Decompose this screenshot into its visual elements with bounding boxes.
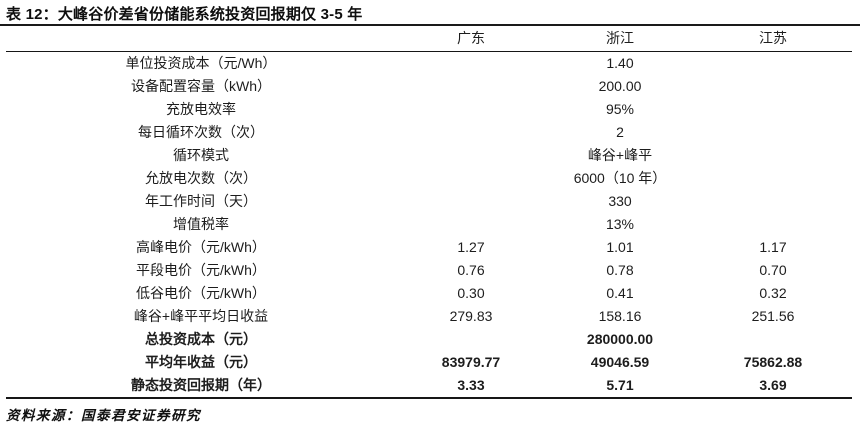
column-header-1: 浙江 [546,26,694,52]
cell-col-0 [396,167,546,190]
table-header: 广东 浙江 江苏 [6,26,852,52]
row-label: 低谷电价（元/kWh） [136,285,266,301]
cell-col-1: 280000.00 [586,331,654,347]
table-row: 每日循环次数（次） 2 [6,121,852,144]
cell-col-1: 49046.59 [590,354,650,370]
table-row: 循环模式 峰谷+峰平 [6,144,852,167]
cell-col-1: 1.01 [606,239,634,255]
cell-col-2 [694,121,852,144]
cell-col-0: 1.27 [457,239,485,255]
cell-col-1: 2 [616,124,624,140]
cell-col-1: 6000（10 年） [573,170,667,186]
cell-col-2 [694,190,852,213]
cell-col-1: 158.16 [598,308,642,324]
cell-col-1: 峰谷+峰平 [587,147,653,163]
source-note: 资料来源：国泰君安证券研究 [6,408,201,424]
cell-col-2: 0.70 [759,262,787,278]
cell-col-2 [694,52,852,76]
cell-col-0 [396,213,546,236]
cell-col-0 [396,144,546,167]
column-header-0: 广东 [396,26,546,52]
table-title: 表 12：大峰谷价差省份储能系统投资回报期仅 3-5 年 [6,6,363,23]
row-label: 循环模式 [173,147,229,163]
cell-col-2 [694,75,852,98]
row-label: 允放电次数（次） [145,170,257,186]
cell-col-0: 0.76 [457,262,485,278]
cell-col-0 [396,328,546,351]
cell-col-0 [396,75,546,98]
row-label: 总投资成本（元） [145,331,257,347]
table-row: 平段电价（元/kWh） 0.76 0.78 0.70 [6,259,852,282]
corner-cell [6,26,396,52]
row-label: 每日循环次数（次） [138,124,264,140]
cell-col-2 [694,167,852,190]
table-row: 充放电效率 95% [6,98,852,121]
table-row: 峰谷+峰平平均日收益 279.83 158.16 251.56 [6,305,852,328]
cell-col-1: 5.71 [546,374,694,399]
investment-return-table: 广东 浙江 江苏 单位投资成本（元/Wh） 1.40 设备配置容量（kWh） 200.00… [6,26,852,399]
column-header-2: 江苏 [694,26,852,52]
table-row: 高峰电价（元/kWh） 1.27 1.01 1.17 [6,236,852,259]
cell-col-2: 0.32 [759,285,787,301]
row-label: 峰谷+峰平平均日收益 [133,308,269,324]
cell-col-1: 1.40 [606,55,634,71]
cell-col-2 [694,213,852,236]
table-row: 允放电次数（次） 6000（10 年） [6,167,852,190]
cell-col-0 [396,98,546,121]
cell-col-2: 251.56 [751,308,795,324]
header-row: 广东 浙江 江苏 [6,26,852,52]
table-row: 设备配置容量（kWh） 200.00 [6,75,852,98]
cell-col-2: 3.69 [694,374,852,399]
row-label: 平均年收益（元） [145,354,257,370]
table-row: 年工作时间（天） 330 [6,190,852,213]
row-label: 静态投资回报期（年） [6,374,396,399]
table-row: 单位投资成本（元/Wh） 1.40 [6,52,852,76]
cell-col-0: 3.33 [396,374,546,399]
cell-col-1: 330 [608,193,632,209]
cell-col-2 [694,328,852,351]
cell-col-0 [396,190,546,213]
cell-col-1: 13% [605,216,635,232]
table-row: 平均年收益（元） 83979.77 49046.59 75862.88 [6,351,852,374]
row-label: 充放电效率 [166,101,236,117]
row-label: 设备配置容量（kWh） [131,78,271,94]
cell-col-0 [396,121,546,144]
table-row: 增值税率 13% [6,213,852,236]
row-label: 年工作时间（天） [145,193,257,209]
table-body: 单位投资成本（元/Wh） 1.40 设备配置容量（kWh） 200.00 充放电效率 95… [6,52,852,399]
cell-col-1: 0.78 [606,262,634,278]
table-row: 低谷电价（元/kWh） 0.30 0.41 0.32 [6,282,852,305]
cell-col-2: 1.17 [759,239,787,255]
table-row: 总投资成本（元） 280000.00 [6,328,852,351]
row-label: 单位投资成本（元/Wh） [125,55,277,71]
cell-col-0: 0.30 [457,285,485,301]
cell-col-0: 83979.77 [441,354,501,370]
cell-col-0 [396,52,546,76]
cell-col-2 [694,98,852,121]
row-label: 增值税率 [173,216,229,232]
table-row: 静态投资回报期（年） 3.33 5.71 3.69 [6,374,852,399]
row-label: 高峰电价（元/kWh） [136,239,266,255]
cell-col-1: 95% [605,101,635,117]
cell-col-2 [694,144,852,167]
cell-col-0: 279.83 [449,308,493,324]
row-label: 平段电价（元/kWh） [136,262,266,278]
cell-col-2: 75862.88 [743,354,803,370]
title-underline [0,24,860,26]
cell-col-1: 0.41 [606,285,634,301]
cell-col-1: 200.00 [598,78,642,94]
